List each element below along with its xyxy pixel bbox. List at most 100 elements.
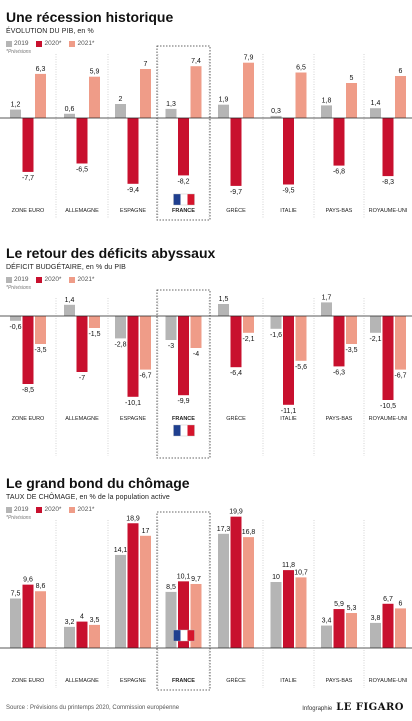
legend: 2019 2020* 2021* [6,40,94,47]
legend-label: 2020* [44,506,62,513]
bar [89,624,100,648]
category-label: FRANCE [172,208,195,214]
data-label: 0,6 [65,106,75,113]
data-label: -6,7 [139,373,151,380]
data-label: 7 [144,61,148,68]
bar [190,583,202,648]
bar [270,115,282,118]
bar-chart: -0,6 -8,5 -3,5 ZONE EURO 1,4 -7 -1,5 ALLEMAGNE -… [0,289,412,459]
chart-subtitle: TAUX DE CHÔMAGE, en % de la population a… [6,494,170,501]
data-label: -11,1 [281,408,297,415]
data-label: 1,4 [371,100,381,107]
data-label: -0,6 [9,324,21,331]
data-label: -4 [193,351,199,358]
bar [370,622,381,648]
bar [115,104,126,118]
bar [270,316,282,329]
bar [395,608,406,648]
legend-item: 2021* [69,40,94,47]
legend-label: 2019 [14,276,29,283]
category-label: FRANCE [172,678,195,684]
bar [190,66,202,118]
france-flag-icon [173,193,195,206]
bar [333,118,345,166]
chart-title: Une récession historique [6,9,174,25]
bar [127,316,139,397]
data-label: 8,5 [166,584,176,591]
data-label: -6,7 [394,373,406,380]
data-label: 1,4 [65,297,75,304]
data-label: -9,4 [127,187,139,194]
data-label: -5,6 [295,364,307,371]
highlight-frame [156,289,211,459]
category-label: ALLEMAGNE [65,416,99,422]
legend-swatch [6,506,12,513]
category-label: ROYAUME-UNI [369,416,408,422]
legend-swatch [6,276,12,283]
data-label: 10,7 [294,569,308,576]
data-label: 19,9 [229,509,243,516]
data-label: 3,4 [322,618,332,625]
data-label: 0,3 [271,108,281,115]
bar [370,108,381,118]
category-label: ITALIE [280,208,297,214]
bar [35,591,46,648]
bar [10,316,21,321]
data-label: 10 [272,574,280,581]
legend-label: 2020* [44,276,62,283]
data-label: 2 [119,96,123,103]
bar [190,316,202,348]
bar [76,316,88,372]
bar [333,609,345,648]
bar [370,316,381,333]
bar [333,316,345,367]
legend-item: 2020* [36,506,61,513]
bar [178,316,189,396]
data-label: 3,2 [65,619,75,626]
bar [382,603,394,648]
data-label: 7,5 [11,591,21,598]
bar [283,316,294,405]
category-label: ITALIE [280,678,297,684]
bar [10,109,21,118]
data-label: -2,1 [242,336,254,343]
category-label: ZONE EURO [12,678,45,684]
category-label: ZONE EURO [12,416,45,422]
data-label: -9,5 [282,188,294,195]
bar [218,533,229,648]
data-label: 5,9 [334,601,344,608]
legend-swatch [69,40,76,47]
bar [89,76,100,118]
bar [230,316,242,368]
chart-subtitle: DÉFICIT BUDGÉTAIRE, en % du PIB [6,264,126,271]
bar [283,118,294,185]
legend-label: 2021* [77,276,95,283]
category-label: ZONE EURO [12,208,45,214]
legend-swatch [36,276,43,283]
data-label: 6,3 [36,66,46,73]
data-label: -10,1 [125,400,141,407]
bar [218,104,229,118]
data-label: -3 [168,343,174,350]
legend-item: 2020* [36,40,61,47]
france-flag-icon [173,629,195,642]
data-label: 3,8 [371,615,381,622]
bar [295,577,307,648]
bar [178,581,189,648]
bar [76,118,88,164]
bar [346,613,357,648]
legend-label: 2020* [44,40,62,47]
data-label: 5,3 [347,605,357,612]
bar [115,316,126,339]
data-label: 1,3 [166,101,176,108]
data-label: -9,7 [230,189,242,196]
bar [64,626,75,648]
forecast-note: *Prévisions [6,49,32,55]
legend: 2019 2020* 2021* [6,276,94,283]
data-label: -2,8 [114,341,126,348]
category-label: ROYAUME-UNI [369,208,408,214]
bar [165,591,177,648]
category-label: PAYS-BAS [326,416,353,422]
bar [283,570,294,648]
legend-item: 2021* [69,276,94,283]
